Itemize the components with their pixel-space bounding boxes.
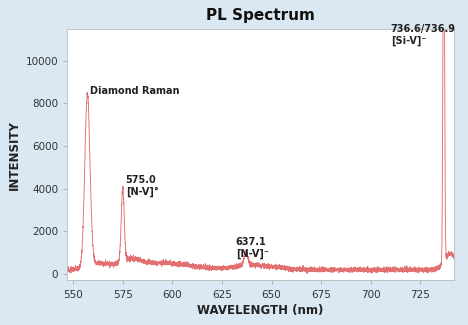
- Text: 637.1
[N-V]⁻: 637.1 [N-V]⁻: [236, 237, 269, 259]
- X-axis label: WAVELENGTH (nm): WAVELENGTH (nm): [197, 304, 324, 317]
- Title: PL Spectrum: PL Spectrum: [206, 8, 315, 23]
- Text: 736.6/736.9
[Si-V]⁻: 736.6/736.9 [Si-V]⁻: [391, 24, 456, 46]
- Y-axis label: INTENSITY: INTENSITY: [8, 120, 22, 189]
- Text: 575.0
[N-V]°: 575.0 [N-V]°: [126, 175, 159, 197]
- Text: Diamond Raman: Diamond Raman: [90, 86, 179, 96]
